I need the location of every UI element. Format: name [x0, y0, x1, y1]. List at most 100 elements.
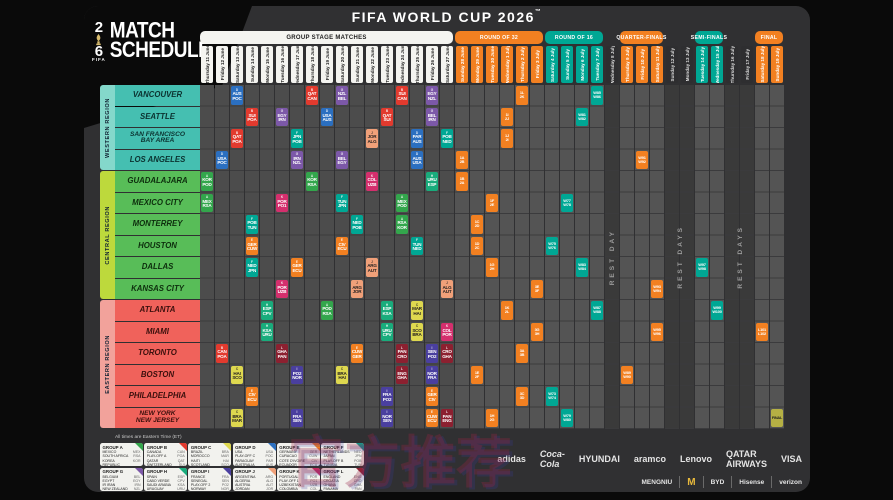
match-cell: E GER CIV — [426, 387, 438, 406]
match-team-2: URU — [262, 332, 272, 338]
group-legend-team: HAITI HAI — [190, 458, 229, 463]
sponsor-divider — [731, 476, 733, 488]
group-legend-team: CURACAO CUW — [279, 454, 318, 459]
match-group-letter: E — [340, 238, 344, 243]
match-group-letter: E — [430, 388, 434, 393]
group-legend-team: QATAR QAT — [146, 458, 185, 463]
date-header-cell: Friday 3 July — [531, 46, 543, 83]
grid-column — [560, 85, 574, 429]
match-team-2: CRO — [397, 353, 407, 359]
knockout-match-cell: 1E 2F — [471, 365, 483, 384]
city-row: GUADALAJARA — [115, 171, 200, 192]
match-cell: A MEX RSA — [201, 193, 213, 212]
match-team-1: W97 — [698, 262, 706, 268]
grid-column — [575, 85, 589, 429]
match-team-1: URU — [382, 327, 392, 333]
match-team-1: NED — [247, 263, 257, 269]
match-team-2: POB — [352, 224, 362, 230]
match-team-1: BRA — [232, 413, 242, 419]
match-team-2: BEL — [337, 95, 347, 101]
match-team-1: PAR — [412, 134, 422, 140]
match-team-1: L101 — [757, 326, 767, 332]
date-header-cell: Tuesday 23 June — [381, 46, 393, 83]
sponsor-logo: QATAR AIRWAYS — [725, 449, 767, 469]
group-color-corner — [267, 467, 276, 476]
group-legend-title: GROUP E — [279, 444, 300, 450]
match-cell: G IRN NZL — [291, 150, 303, 169]
date-header-cell: Sunday 5 July — [561, 46, 573, 83]
match-team-2: 2G — [489, 416, 495, 422]
group-legend-team: KOREA REPUBLIC KOR — [102, 458, 141, 466]
match-team-1: USA — [217, 155, 227, 161]
match-team-2: ECU — [247, 396, 257, 402]
match-cell: D USA POC — [216, 150, 228, 169]
match-team-2: RSA — [307, 181, 317, 187]
match-cell: F POB NED — [441, 129, 453, 148]
sponsor-divider — [679, 476, 681, 488]
match-team-1: 3E — [534, 283, 540, 289]
match-team-1: POB — [442, 134, 452, 140]
match-cell: E GER CUW — [246, 236, 258, 255]
group-color-corner — [179, 467, 188, 476]
match-group-letter: B — [310, 87, 314, 92]
date-header-cell: Thursday 9 July — [621, 46, 633, 83]
match-team-2: W82 — [578, 115, 586, 121]
match-team-1: MEX — [397, 198, 407, 204]
group-legend-team: PANAMA PAN — [323, 487, 362, 491]
match-team-2: ALG — [367, 138, 377, 144]
match-cell: A KOR RSA — [306, 172, 318, 191]
match-group-letter: J — [371, 130, 373, 135]
match-cell: A POD RSA — [321, 301, 333, 320]
match-cell: D USA AUS — [321, 107, 333, 126]
match-team-2: NOR — [292, 375, 302, 381]
match-team-2: AUT — [442, 289, 452, 295]
match-cell: E CUW GER — [351, 344, 363, 363]
match-group-letter: H — [265, 302, 269, 307]
match-cell: F NED POB — [351, 215, 363, 234]
match-team-1: W83 — [578, 262, 586, 268]
knockout-match-cell: W87 W88 — [591, 301, 603, 320]
match-group-letter: G — [340, 87, 344, 92]
match-team-2: W92 — [638, 158, 646, 164]
match-group-letter: A — [325, 302, 329, 307]
match-team-1: 3A — [519, 348, 525, 354]
group-legend-team: ARGENTINA ARG — [235, 474, 274, 479]
date-header-cell: Tuesday 16 June — [276, 46, 288, 83]
knockout-match-cell: 1B 2A — [456, 172, 468, 191]
match-team-2: UZB — [367, 181, 377, 187]
date-header-cell: Thursday 18 June — [306, 46, 318, 83]
knockout-match-cell: 3E 3F — [531, 279, 543, 298]
match-group-letter: G — [280, 109, 284, 114]
group-legend-box: GROUP D USA USA PLAY-OFF C POC PARAGUAY PAR AUS… — [232, 443, 276, 466]
match-cell: K COL POR — [441, 322, 453, 341]
match-group-letter: D — [235, 87, 239, 92]
match-group-letter: A — [310, 173, 314, 178]
match-team-1: W87 — [593, 305, 601, 311]
match-team-1: POD — [322, 306, 332, 312]
match-group-letter: J — [356, 281, 358, 286]
trademark: ™ — [534, 9, 543, 15]
city-row: TORONTO — [115, 343, 200, 364]
match-cell: G EGY NZL — [426, 86, 438, 105]
group-color-corner — [356, 443, 364, 451]
group-legend-team: SOUTH AFRICA RSA — [102, 454, 141, 459]
match-team-1: EGY — [277, 112, 287, 118]
match-team-2: POA — [232, 138, 242, 144]
match-group-letter: J — [371, 259, 373, 264]
sponsor-logo: Lenovo — [679, 454, 712, 464]
group-color-corner — [356, 467, 364, 476]
knockout-match-cell: 3C 3D — [516, 387, 528, 406]
match-team-2: CUW — [246, 246, 258, 252]
match-team-1: JOR — [367, 134, 377, 140]
sponsor-row-partners: adidas Coca-Cola HYUNDAI aramco Lenovo QATAR … — [497, 449, 802, 469]
group-legend-box: GROUP B CANADA CAN PLAY-OFF A POA QATAR QAT SWI… — [144, 443, 188, 466]
group-legend-box: GROUP E GERMANY GER CURACAO CUW COTE D'IVOIRE… — [276, 443, 320, 466]
match-group-letter: C — [235, 367, 239, 372]
match-group-letter: B — [220, 345, 224, 350]
knockout-match-cell: W95 W96 — [651, 322, 663, 341]
group-legend-team: NETHERLANDS NED — [323, 450, 362, 454]
grid-column — [245, 85, 259, 429]
city-row: MIAMI — [115, 321, 200, 342]
match-team-2: NZL — [427, 95, 437, 101]
match-team-2: POB — [292, 138, 302, 144]
